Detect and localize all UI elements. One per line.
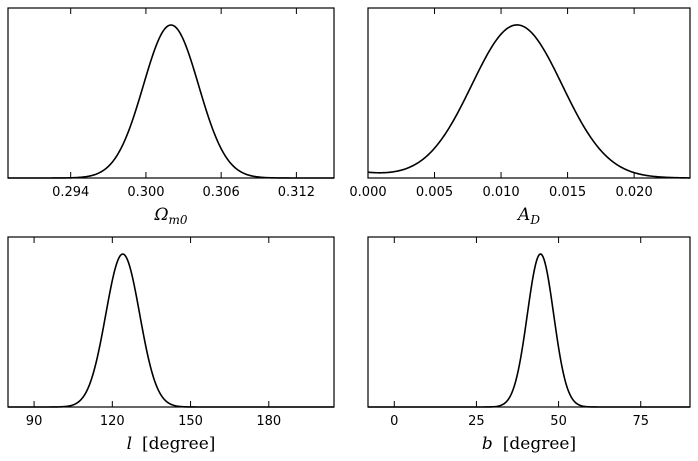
x-tick-label: 120 bbox=[100, 414, 125, 429]
x-tick-label: 0.306 bbox=[203, 185, 240, 200]
panel-omega-m0: 0.294 0.300 0.306 0.312 Ωm0 bbox=[7, 7, 335, 227]
x-tick-label: 0.010 bbox=[482, 185, 519, 200]
x-tick-label: 50 bbox=[550, 414, 567, 429]
x-tick-label: 0.020 bbox=[616, 185, 653, 200]
x-tick-label: 0.300 bbox=[127, 185, 164, 200]
x-tick-label: 0 bbox=[390, 414, 398, 429]
x-tick-label: 0.294 bbox=[52, 185, 89, 200]
x-axis-label: Ωm0 bbox=[153, 205, 187, 227]
x-tick-label: 0.005 bbox=[416, 185, 453, 200]
posterior-curve bbox=[8, 24, 334, 179]
panel-a-d: 0.000 0.005 0.010 0.015 0.020 AD bbox=[349, 7, 691, 227]
x-axis-label: l [degree] bbox=[127, 434, 216, 454]
posterior-curve bbox=[368, 253, 690, 408]
x-tick-label: 180 bbox=[256, 414, 281, 429]
panel-l-degree: 90 120 150 180 l [degree] bbox=[7, 236, 335, 454]
x-tick-label: 25 bbox=[468, 414, 485, 429]
x-tick-label: 90 bbox=[26, 414, 43, 429]
panel-b-degree: 0 25 50 75 b [degree] bbox=[367, 236, 691, 454]
axes-frame bbox=[7, 236, 335, 408]
axes-frame bbox=[7, 7, 335, 179]
x-tick-label: 0.015 bbox=[549, 185, 586, 200]
x-tick-label: 0.312 bbox=[278, 185, 315, 200]
posterior-curve bbox=[8, 253, 334, 408]
axes-frame bbox=[367, 7, 691, 179]
x-tick-label: 75 bbox=[632, 414, 649, 429]
posterior-curve bbox=[367, 24, 691, 179]
axes-frame bbox=[367, 236, 691, 408]
x-axis-label: b [degree] bbox=[482, 434, 576, 454]
x-tick-label: 150 bbox=[178, 414, 203, 429]
x-tick-label: 0.000 bbox=[349, 185, 386, 200]
x-axis-label: AD bbox=[516, 205, 540, 227]
